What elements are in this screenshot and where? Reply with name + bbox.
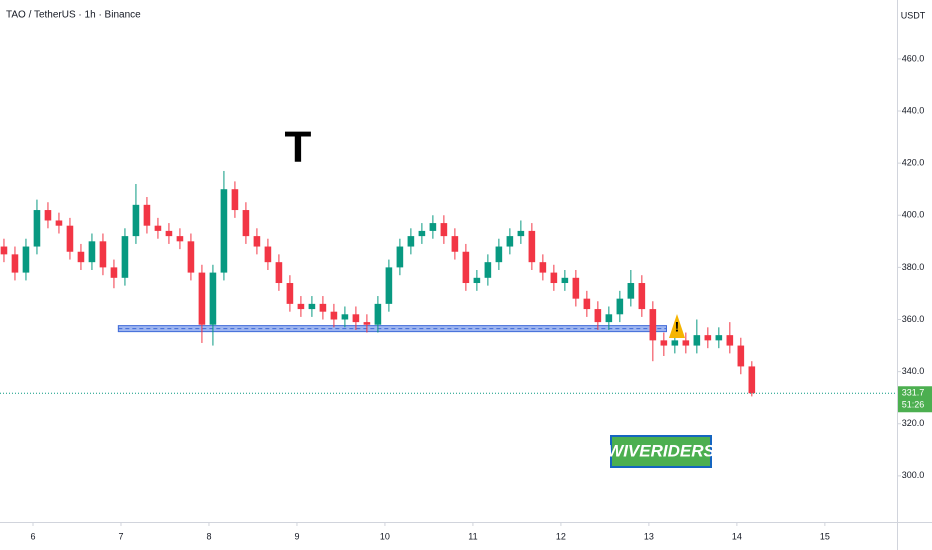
- candle-body: [451, 236, 459, 252]
- candle-body: [11, 254, 19, 273]
- candle-body: [704, 335, 712, 341]
- candle-body: [539, 262, 547, 273]
- candle-body: [462, 251, 470, 284]
- last-price-label: 331.7: [902, 388, 925, 398]
- y-tick-label: 340.0: [902, 366, 925, 376]
- candle-body: [627, 283, 635, 299]
- candle-body: [231, 189, 239, 211]
- candle-body: [297, 303, 305, 310]
- y-tick-label: 320.0: [902, 418, 925, 428]
- candle-body: [561, 277, 569, 284]
- y-tick-label: 380.0: [902, 262, 925, 272]
- logo: T: [285, 123, 312, 172]
- y-tick-label: 460.0: [902, 53, 925, 63]
- candle-body: [99, 241, 107, 268]
- candle-body: [330, 311, 338, 320]
- candle-body: [253, 236, 261, 247]
- candle-body: [583, 298, 591, 310]
- warning-icon: !: [669, 314, 685, 338]
- candle-body: [176, 236, 184, 242]
- candle-body: [55, 220, 63, 226]
- candle-body: [693, 335, 701, 346]
- candle-body: [220, 189, 228, 273]
- candle-body: [737, 345, 745, 367]
- x-tick-label: 12: [556, 531, 566, 541]
- candle-body: [154, 225, 162, 231]
- x-tick-label: 10: [380, 531, 390, 541]
- candle-body: [121, 236, 129, 278]
- candle-body: [385, 267, 393, 304]
- candle-body: [363, 322, 371, 325]
- x-tick-label: 9: [294, 531, 299, 541]
- candle-body: [748, 366, 756, 394]
- y-tick-label: 400.0: [902, 210, 925, 220]
- candle-body: [715, 335, 723, 341]
- y-tick-label: 360.0: [902, 314, 925, 324]
- candle-body: [165, 230, 173, 237]
- candle-body: [671, 340, 679, 346]
- candle-body: [242, 210, 250, 237]
- candle-body: [528, 230, 536, 263]
- candle-body: [143, 204, 151, 226]
- candle-body: [660, 340, 668, 346]
- candle-body: [275, 262, 283, 284]
- currency-label: USDT: [901, 10, 926, 20]
- candle-body: [308, 303, 316, 310]
- candle-body: [495, 246, 503, 263]
- candle-body: [396, 246, 404, 268]
- svg-text:!: !: [675, 319, 680, 335]
- candle-body: [110, 267, 118, 278]
- candle-body: [638, 283, 646, 310]
- candle-body: [264, 246, 272, 263]
- candle-body: [572, 277, 580, 299]
- watermark: WIVERIDERS: [607, 441, 715, 460]
- x-tick-label: 7: [118, 531, 123, 541]
- last-price-box: [898, 386, 932, 413]
- candle-body: [484, 262, 492, 278]
- candle-body: [506, 236, 514, 247]
- candle-body: [0, 246, 8, 255]
- candle-body: [187, 241, 195, 273]
- candle-body: [198, 272, 206, 325]
- candle-body: [352, 314, 360, 323]
- candle-body: [429, 223, 437, 231]
- candle-body: [44, 210, 52, 221]
- watermark-box: [610, 435, 712, 468]
- candle-body: [682, 340, 690, 346]
- candle-body: [550, 272, 558, 284]
- candle-body: [649, 309, 657, 341]
- candle-body: [374, 303, 382, 325]
- candle-body: [473, 277, 481, 284]
- chart-title: TAO / TetherUS · 1h · Binance: [6, 10, 141, 21]
- candle-body: [66, 225, 74, 252]
- candle-body: [726, 335, 734, 346]
- candle-body: [33, 210, 41, 247]
- candle-body: [440, 223, 448, 237]
- countdown: 51:26: [902, 400, 925, 410]
- y-tick-label: 300.0: [902, 470, 925, 480]
- candle-body: [319, 303, 327, 312]
- candle-body: [22, 246, 30, 273]
- x-tick-label: 8: [206, 531, 211, 541]
- x-tick-label: 15: [820, 531, 830, 541]
- candle-body: [209, 272, 217, 325]
- y-tick-label: 420.0: [902, 158, 925, 168]
- candle-body: [341, 314, 349, 320]
- candle-body: [517, 230, 525, 237]
- candle-body: [605, 314, 613, 323]
- x-tick-label: 14: [732, 531, 742, 541]
- candle-body: [77, 251, 85, 263]
- x-tick-label: 11: [468, 531, 477, 541]
- candle-body: [286, 283, 294, 304]
- y-tick-label: 440.0: [902, 105, 925, 115]
- x-tick-label: 6: [30, 531, 35, 541]
- candle-body: [594, 309, 602, 323]
- candle-body: [418, 230, 426, 237]
- candle-body: [407, 236, 415, 247]
- candle-body: [88, 241, 96, 263]
- candle-body: [132, 204, 140, 237]
- candle-body: [616, 298, 624, 315]
- x-tick-label: 13: [644, 531, 654, 541]
